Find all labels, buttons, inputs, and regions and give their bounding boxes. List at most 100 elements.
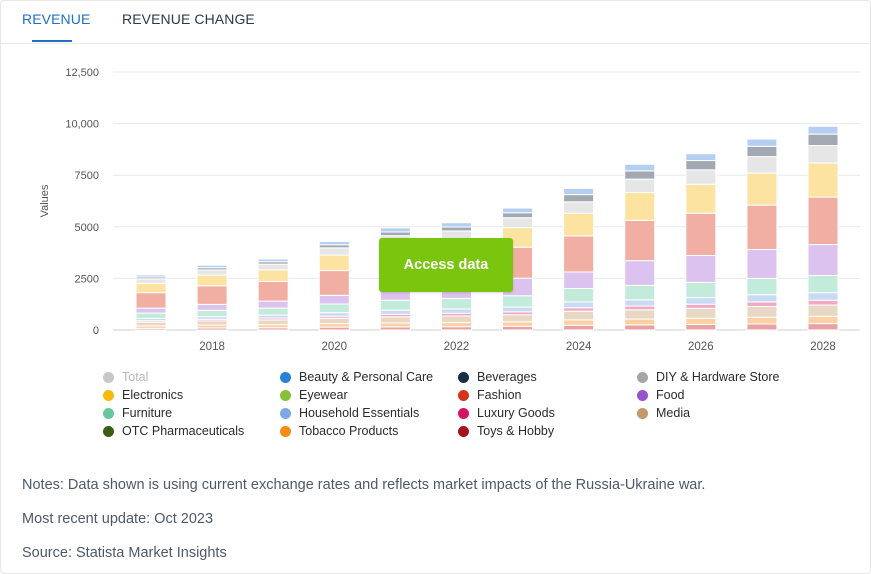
- bar-segment: [318, 270, 350, 296]
- legend-item[interactable]: DIY & Hardware Store: [637, 370, 779, 384]
- legend-label: Media: [656, 406, 691, 420]
- legend-item[interactable]: Beauty & Personal Care: [280, 370, 433, 384]
- legend-swatch: [458, 371, 469, 383]
- bar-segment: [685, 317, 717, 325]
- legend-item[interactable]: Furniture: [103, 406, 172, 420]
- bar-segment: [196, 269, 228, 276]
- source-text: Source: Statista Market Insights: [22, 545, 227, 561]
- legend-swatch: [280, 371, 291, 383]
- bar-segment: [502, 295, 534, 308]
- legend-item[interactable]: Beverages: [458, 370, 537, 384]
- update-text: Most recent update: Oct 2023: [22, 511, 214, 527]
- tab-revenue[interactable]: REVENUE: [22, 11, 91, 27]
- bar-segment: [746, 204, 778, 251]
- legend-item[interactable]: OTC Pharmaceuticals: [103, 424, 244, 438]
- bar-segment: [318, 312, 350, 317]
- legend-item[interactable]: Household Essentials: [280, 406, 419, 420]
- legend-label: Tobacco Products: [299, 424, 399, 438]
- bar-segment: [563, 324, 595, 331]
- bar-segment: [685, 307, 717, 319]
- legend-swatch: [103, 371, 114, 383]
- bar-segment: [807, 292, 839, 301]
- bar-segment: [685, 254, 717, 283]
- bar-segment: [746, 316, 778, 325]
- legend-item[interactable]: Total: [103, 370, 148, 384]
- bar-segment: [257, 307, 289, 316]
- bar-segment: [502, 212, 534, 219]
- x-tick-label: 2020: [321, 341, 347, 353]
- legend-label: Toys & Hobby: [477, 424, 555, 438]
- legend-label: Electronics: [122, 388, 184, 402]
- legend-item[interactable]: Fashion: [458, 388, 521, 402]
- bar-segment: [746, 301, 778, 307]
- bar-segment: [440, 315, 472, 324]
- bar-segment: [440, 322, 472, 328]
- active-tab-indicator: [32, 40, 72, 42]
- bar-segment: [257, 258, 289, 263]
- bar-segment: [685, 281, 717, 299]
- bar-segment: [746, 277, 778, 296]
- legend-swatch: [637, 389, 648, 401]
- bar-segment: [624, 305, 656, 311]
- y-tick-label: 7500: [75, 170, 99, 182]
- bar-segment: [807, 125, 839, 135]
- bar-segment: [624, 299, 656, 307]
- bar-segment: [318, 323, 350, 328]
- bar-segment: [440, 226, 472, 232]
- bar-segment: [135, 278, 167, 284]
- bar-segment: [807, 162, 839, 198]
- bar-segment: [624, 163, 656, 172]
- bar-segment: [746, 138, 778, 147]
- legend-item[interactable]: Eyewear: [280, 388, 348, 402]
- legend-swatch: [637, 371, 648, 383]
- bar-segment: [685, 153, 717, 162]
- legend-swatch: [458, 407, 469, 419]
- bar-segment: [807, 133, 839, 146]
- legend-item[interactable]: Tobacco Products: [280, 424, 398, 438]
- legend-item[interactable]: Media: [637, 406, 690, 420]
- y-tick-label: 10,000: [65, 119, 99, 131]
- y-tick-label: 0: [93, 325, 99, 337]
- bar-segment: [563, 307, 595, 312]
- bar-segment: [624, 219, 656, 262]
- x-tick-label: 2018: [199, 341, 225, 353]
- bar-segment: [685, 212, 717, 256]
- legend-label: Beauty & Personal Care: [299, 370, 434, 384]
- legend-item[interactable]: Toys & Hobby: [458, 424, 554, 438]
- bar-segment: [807, 244, 839, 277]
- legend-swatch: [458, 425, 469, 437]
- legend-label: Household Essentials: [299, 406, 420, 420]
- tab-revenue-change[interactable]: REVENUE CHANGE: [122, 11, 255, 27]
- bar-segment: [624, 309, 656, 320]
- x-tick-label: 2024: [566, 341, 592, 353]
- legend-item[interactable]: Food: [637, 388, 685, 402]
- bar-segment: [624, 178, 656, 194]
- y-tick-label: 12,500: [65, 67, 99, 79]
- notes-text: Notes: Data shown is using current excha…: [22, 477, 706, 493]
- bar-segment: [563, 301, 595, 309]
- bar-segment: [379, 316, 411, 324]
- bar-segment: [379, 322, 411, 328]
- legend-swatch: [280, 407, 291, 419]
- bar-segment: [257, 319, 289, 326]
- legend-label: Furniture: [122, 406, 173, 420]
- legend-label: OTC Pharmaceuticals: [122, 424, 245, 438]
- bar-segment: [807, 323, 839, 331]
- bar-segment: [746, 249, 778, 279]
- legend-item[interactable]: Luxury Goods: [458, 406, 555, 420]
- legend-swatch: [103, 425, 114, 437]
- bar-segment: [685, 183, 717, 214]
- legend-item[interactable]: Electronics: [103, 388, 183, 402]
- bar-segment: [563, 201, 595, 214]
- legend-label: Luxury Goods: [477, 406, 555, 420]
- x-tick-label: 2028: [810, 341, 836, 353]
- bar-segment: [807, 315, 839, 325]
- access-data-button[interactable]: Access data: [379, 238, 513, 292]
- bar-segment: [685, 160, 717, 171]
- bar-segment: [135, 274, 167, 278]
- bar-segment: [563, 288, 595, 303]
- bar-segment: [318, 254, 350, 272]
- legend-label: Eyewear: [299, 388, 348, 402]
- legend-swatch: [637, 407, 648, 419]
- bar-segment: [563, 310, 595, 321]
